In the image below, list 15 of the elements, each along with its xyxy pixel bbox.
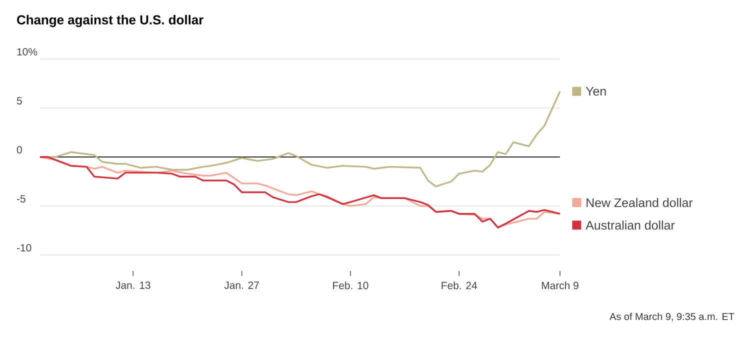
- y-tick-label: 5: [16, 97, 22, 104]
- x-tick-label: Jan. 27: [224, 282, 259, 289]
- legend-label: Yen: [586, 87, 606, 96]
- y-tick-label: 0: [16, 146, 22, 154]
- x-tick-label: Feb. 24: [442, 282, 478, 290]
- y-tick-label: -5: [16, 195, 26, 202]
- x-tick-label: March 9: [542, 282, 578, 290]
- x-tick-label: Feb. 10: [333, 282, 368, 290]
- legend-label: New Zealand dollar: [586, 198, 693, 208]
- text: As of March 9, 9:35 a.m. ET: [610, 312, 734, 322]
- chart-title: Change against the U.S. dollar: [17, 14, 204, 28]
- y-tick-label: 10%: [17, 48, 38, 56]
- legend-label: Australian dollar: [586, 220, 675, 230]
- x-tick-label: Jan. 13: [116, 282, 150, 289]
- y-tick-label: -10: [16, 244, 32, 252]
